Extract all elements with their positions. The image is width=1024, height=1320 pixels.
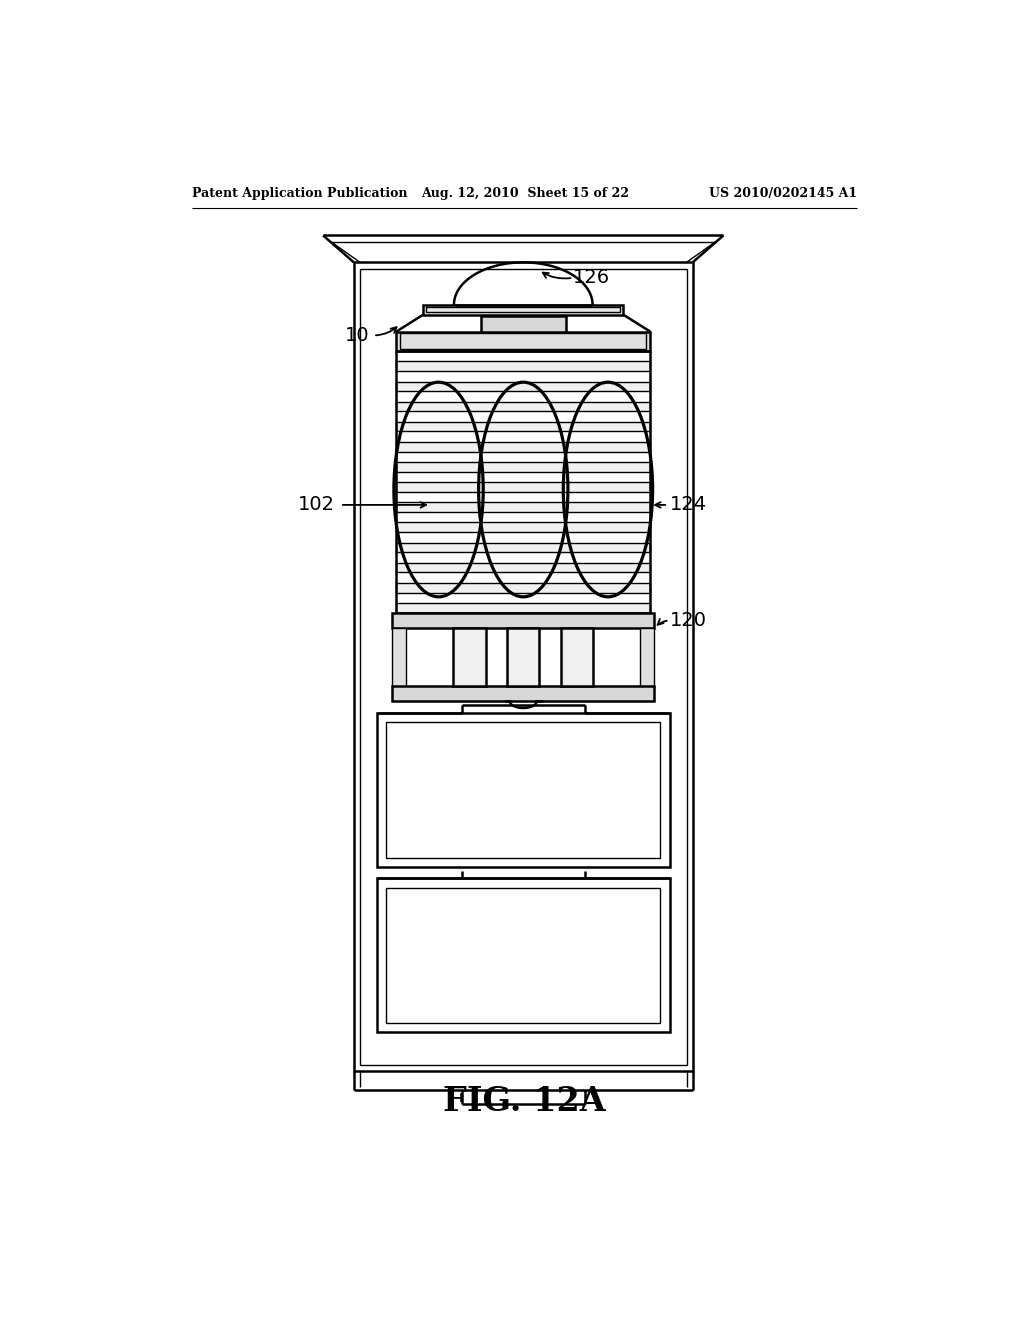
Bar (386, 722, 660, 858)
Text: 124: 124 (670, 495, 707, 515)
Text: 102: 102 (298, 495, 335, 515)
Bar (392, 612, 654, 628)
Text: US 2010/0202145 A1: US 2010/0202145 A1 (710, 186, 857, 199)
Text: 126: 126 (573, 268, 610, 288)
Bar (481, 317, 565, 331)
Bar (396, 603, 650, 612)
Bar (400, 333, 646, 350)
Bar (396, 562, 650, 573)
Bar (396, 543, 650, 552)
Bar (423, 305, 624, 314)
Bar (377, 713, 670, 867)
Bar (396, 442, 650, 451)
Bar (392, 686, 654, 701)
Text: Patent Application Publication: Patent Application Publication (193, 186, 408, 199)
Bar (426, 308, 621, 313)
Text: 10: 10 (345, 326, 370, 345)
Bar (377, 878, 670, 1032)
Bar (396, 422, 650, 432)
Bar (507, 628, 540, 686)
Bar (454, 628, 485, 686)
Bar (396, 503, 650, 512)
Bar (386, 887, 660, 1023)
Bar (396, 381, 650, 391)
Bar (396, 462, 650, 471)
Text: 120: 120 (670, 611, 707, 630)
Bar (396, 362, 650, 371)
Bar (561, 628, 593, 686)
Bar (396, 583, 650, 593)
Text: FIG. 12A: FIG. 12A (443, 1085, 606, 1118)
Text: Aug. 12, 2010  Sheet 15 of 22: Aug. 12, 2010 Sheet 15 of 22 (421, 186, 629, 199)
Bar (640, 628, 654, 689)
Bar (396, 523, 650, 532)
Bar (396, 482, 650, 492)
Bar (392, 628, 407, 689)
Bar (396, 401, 650, 412)
Bar (360, 268, 686, 1065)
Bar (354, 263, 692, 1071)
Bar (396, 331, 650, 351)
